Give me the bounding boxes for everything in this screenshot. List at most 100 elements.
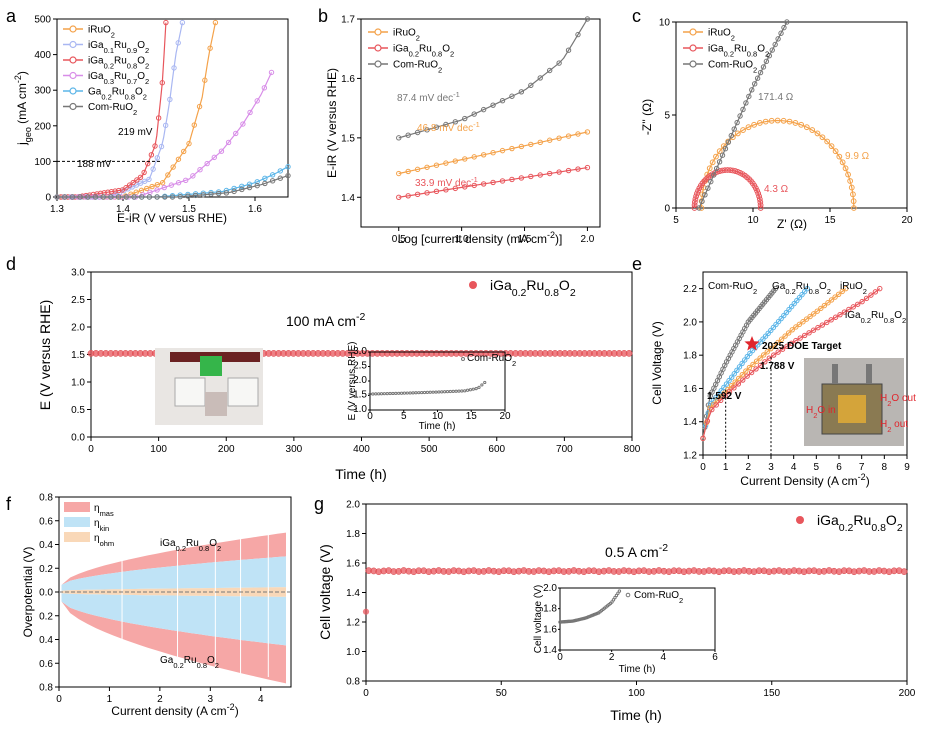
- data-point: [704, 418, 711, 424]
- text-span: Ru: [526, 277, 544, 293]
- annotation-slope-iruo2: 46.8 mV dec-1: [417, 120, 480, 135]
- data-point: [721, 390, 728, 396]
- area-kin-top: [61, 556, 286, 591]
- y-tick-label: 1.0: [346, 647, 360, 658]
- data-point: [740, 106, 746, 113]
- y-tick-label: 0.0: [71, 433, 85, 444]
- data-point: [796, 321, 803, 328]
- data-point: [254, 98, 260, 104]
- text-span: 100: [34, 157, 51, 168]
- text-span: 0.9: [127, 46, 137, 55]
- data-point: [452, 158, 459, 164]
- data-point: [818, 305, 824, 312]
- text-span: iGa: [708, 44, 724, 55]
- photo-fitting: [832, 364, 838, 384]
- data-point: [781, 24, 787, 31]
- text-span: Ru: [184, 655, 197, 666]
- text-span: 200: [34, 121, 51, 132]
- data-point: [729, 167, 736, 174]
- data-point: [839, 288, 845, 295]
- data-point: [788, 340, 795, 347]
- inset-data-point: [463, 389, 467, 393]
- inset-x-tick-label: 6: [712, 652, 718, 663]
- panel-e: e0 1 2 3 4 5 6 7 8 91.21.41.61.82.02.2 Com-RuO2 Ga0…: [632, 254, 916, 488]
- text-span: iGa: [160, 538, 176, 549]
- data-point: [784, 19, 790, 25]
- data-point: [112, 188, 118, 194]
- data-point: [396, 170, 402, 177]
- data-point: [824, 319, 830, 326]
- text-span: E (V versus RHE): [37, 300, 53, 410]
- data-point: [768, 345, 774, 352]
- x-tick-label: 1.4: [116, 204, 130, 215]
- text-span: 0: [664, 204, 670, 215]
- text-span: -1: [453, 90, 460, 99]
- legend-label: Com-RuO2: [708, 60, 757, 75]
- data-point: [832, 148, 839, 155]
- data-point: [499, 98, 506, 104]
- data-point: [850, 304, 856, 310]
- text-span: 2: [765, 49, 769, 58]
- data-point: [842, 165, 849, 172]
- data-point: [770, 324, 777, 331]
- inset-data-point: [616, 591, 620, 595]
- text-span: E-iR (V versus RHE): [117, 211, 227, 225]
- text-span: Ga: [772, 281, 786, 292]
- inset-y-label: Cell voltage (V): [533, 585, 544, 653]
- data-point: [722, 145, 729, 152]
- text-span: O: [137, 40, 145, 51]
- text-span: 600: [488, 444, 505, 455]
- text-span: 2: [609, 652, 615, 663]
- data-point: [155, 115, 162, 121]
- text-span: 100: [150, 444, 167, 455]
- text-span: 1.0: [346, 647, 360, 658]
- data-point: [832, 294, 838, 300]
- data-point: [716, 159, 723, 165]
- data-point: [146, 194, 153, 200]
- inset-data-point: [577, 617, 582, 622]
- data-point: [821, 302, 828, 309]
- data-point: [722, 393, 728, 399]
- data-point: [837, 311, 843, 318]
- text-span: 1.4: [346, 588, 360, 599]
- text-span: 100 mA cm: [286, 313, 356, 329]
- data-point: [239, 186, 245, 193]
- data-point: [518, 89, 525, 95]
- x-tick-label: 600: [488, 444, 505, 455]
- text-span: Ru: [114, 56, 127, 67]
- photo-label-h2o-in: H2O in: [806, 405, 836, 420]
- text-span: 20: [901, 215, 913, 226]
- text-span: c: [632, 6, 641, 26]
- text-span: Ru: [853, 512, 871, 528]
- data-point: [100, 194, 106, 200]
- data-point: [824, 138, 831, 145]
- data-point: [92, 194, 99, 200]
- text-span: 700: [556, 444, 573, 455]
- data-point: [154, 194, 160, 200]
- text-span: -1: [471, 175, 478, 184]
- text-span: 0.2: [101, 92, 111, 101]
- data-point: [728, 374, 735, 380]
- data-point: [405, 168, 411, 175]
- data-point: [796, 294, 803, 301]
- data-point: [731, 126, 737, 132]
- data-point: [760, 64, 767, 70]
- inset-y-tick-label: 1.0: [353, 404, 367, 415]
- y-axis-label: -Z'' (Ω): [640, 99, 654, 135]
- y-tick-label: 0.6: [39, 659, 53, 670]
- y-tick-label: 1.4: [683, 417, 697, 428]
- data-point: [165, 172, 171, 178]
- data-point: [216, 190, 222, 197]
- text-span: 2.0: [683, 317, 697, 328]
- inset-data-point: [570, 619, 574, 623]
- data-point: [480, 106, 487, 113]
- text-span: O: [886, 512, 897, 528]
- x-tick-label: 10: [747, 215, 759, 226]
- data-point: [797, 335, 803, 341]
- text-span: 15: [466, 411, 478, 422]
- data-point: [801, 288, 808, 295]
- x-tick-label: 1: [723, 462, 729, 473]
- data-point: [162, 122, 169, 129]
- data-point: [717, 397, 724, 404]
- data-point: [277, 175, 283, 181]
